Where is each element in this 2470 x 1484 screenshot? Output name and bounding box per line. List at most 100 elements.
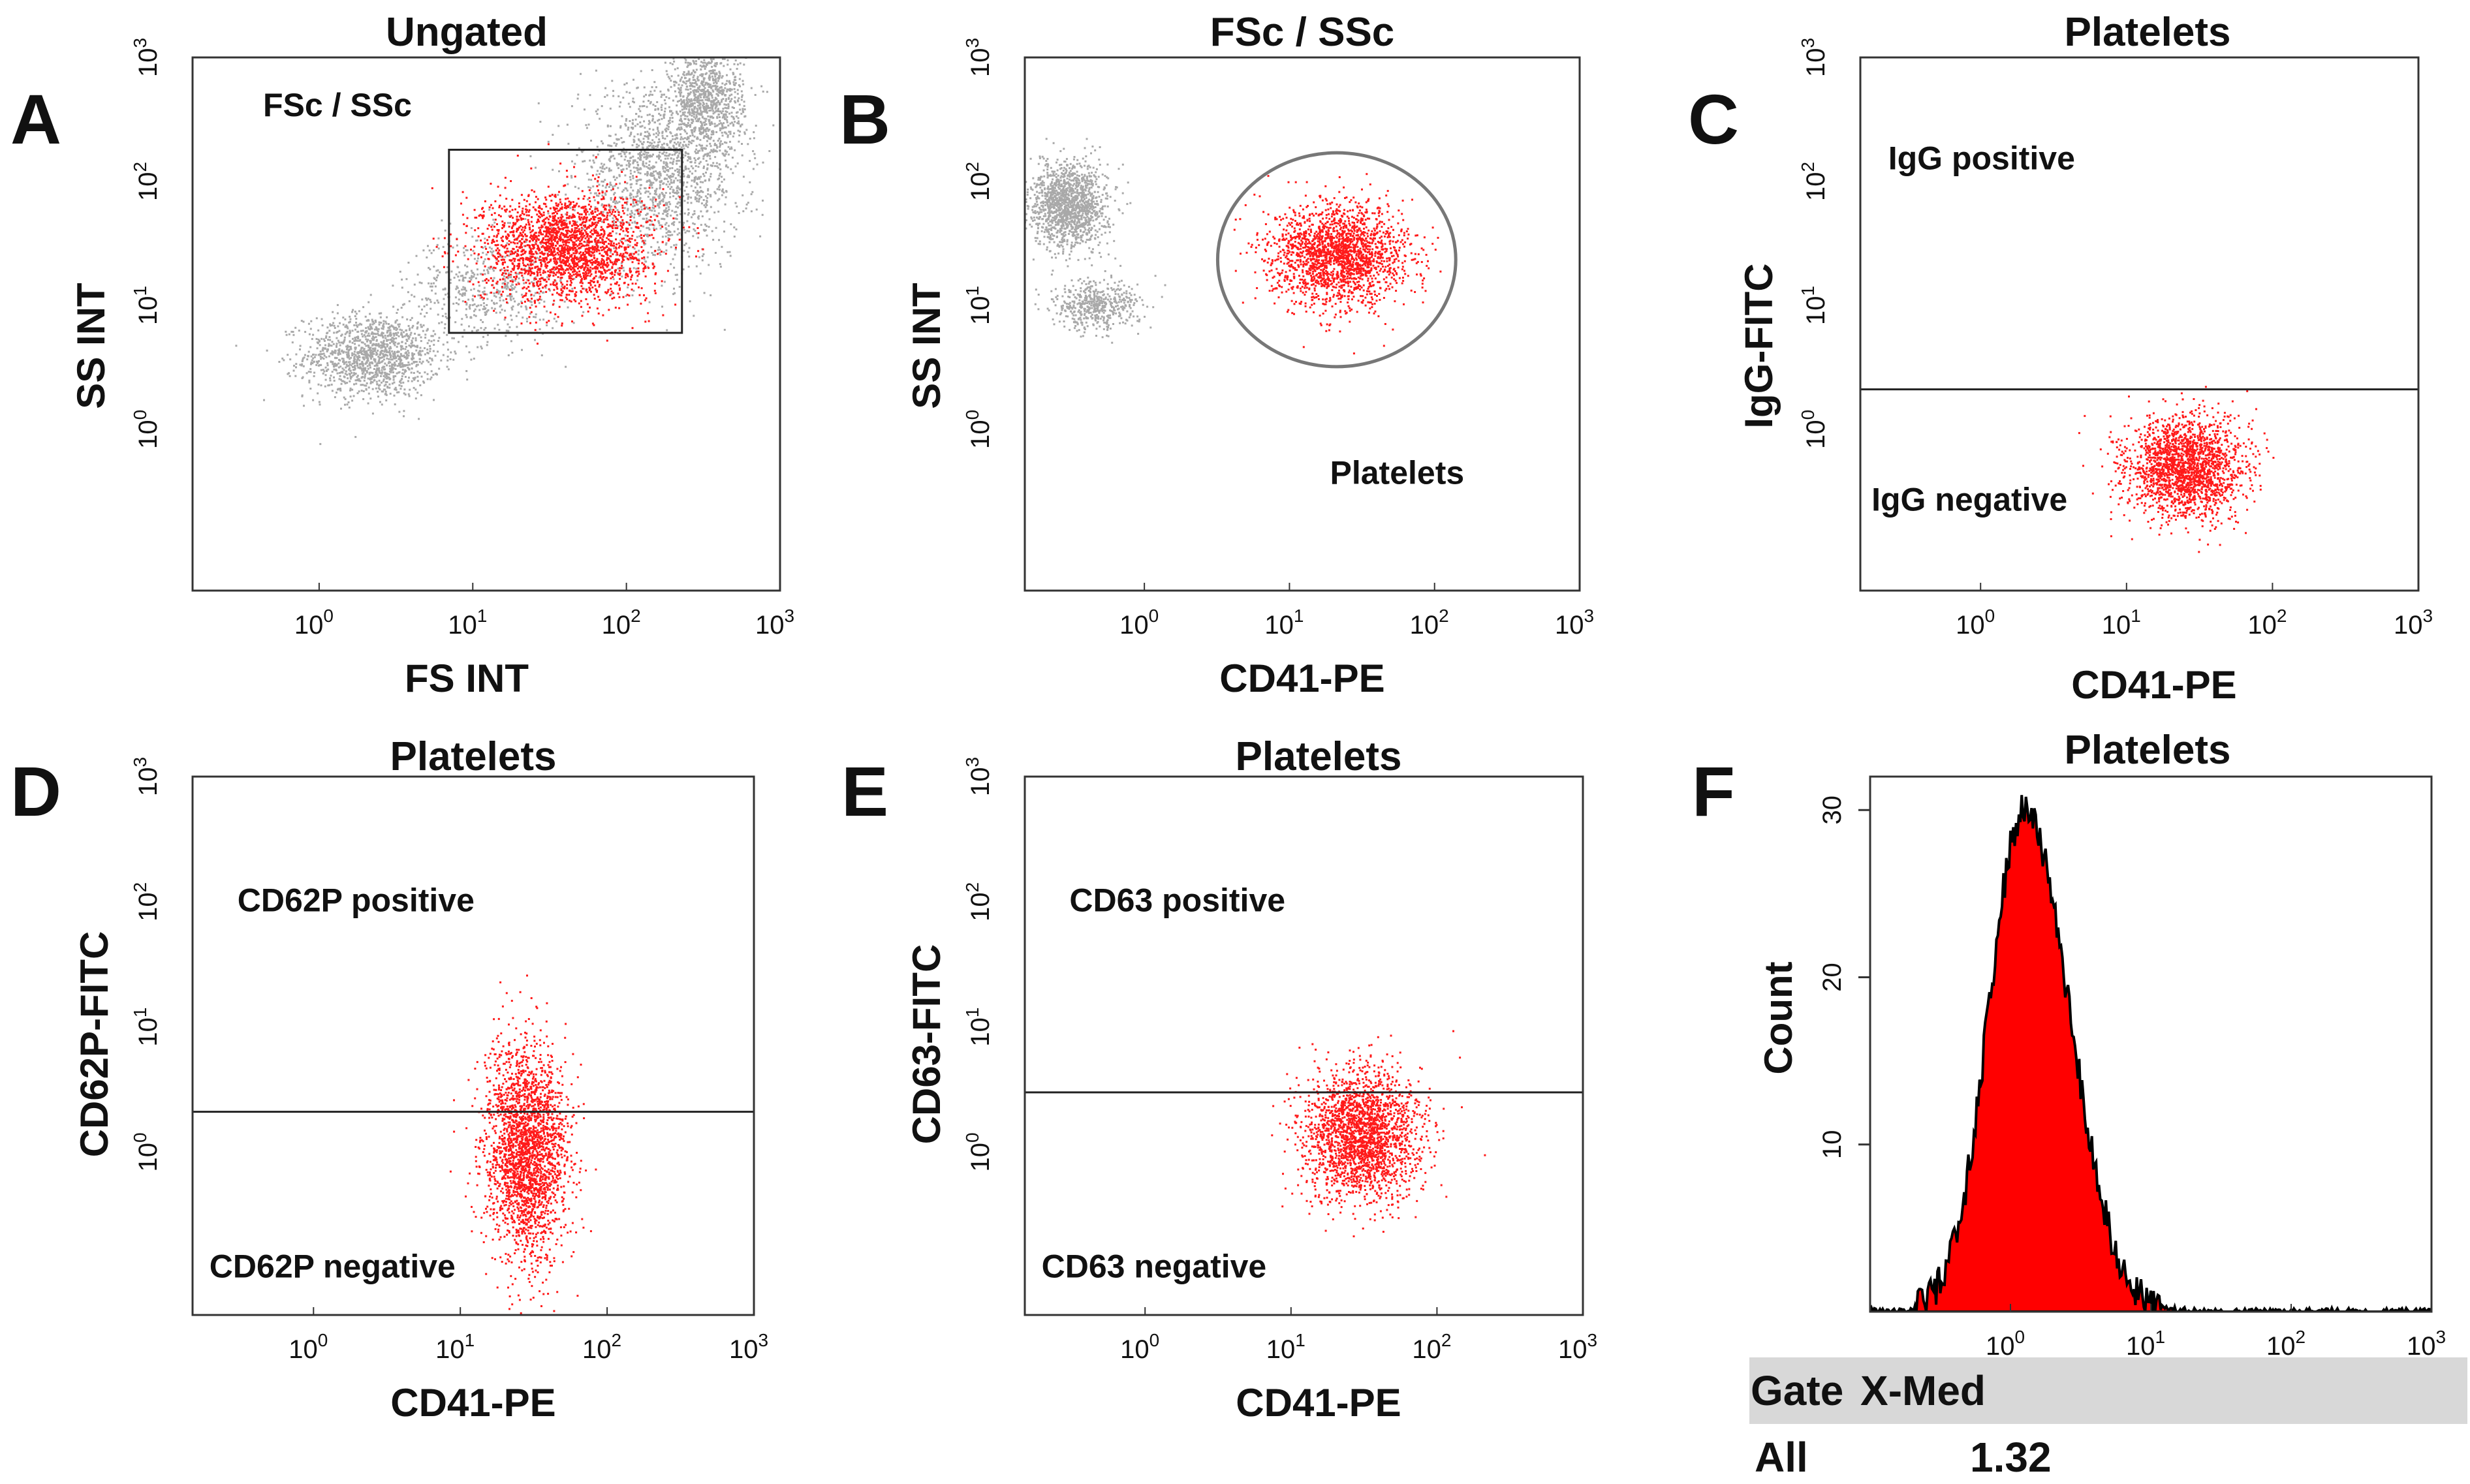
event-point	[575, 252, 578, 255]
event-point	[654, 105, 657, 107]
event-point	[691, 104, 694, 106]
event-point	[359, 349, 362, 352]
event-point	[719, 184, 721, 187]
event-point	[384, 334, 386, 337]
event-point	[679, 150, 681, 153]
event-point	[633, 253, 635, 255]
event-point	[706, 112, 708, 114]
event-point	[345, 370, 347, 373]
event-point	[644, 187, 646, 189]
event-point	[584, 266, 587, 268]
event-point	[717, 109, 719, 112]
event-point	[589, 94, 591, 97]
event-point	[493, 277, 495, 279]
event-point	[695, 120, 698, 123]
event-point	[442, 288, 445, 291]
event-point	[585, 124, 587, 127]
event-point	[691, 132, 694, 134]
event-point	[708, 99, 710, 101]
event-point	[362, 349, 365, 352]
event-point	[715, 125, 718, 127]
event-point	[655, 179, 657, 182]
event-point	[510, 318, 513, 321]
event-point	[430, 285, 431, 288]
event-point	[379, 388, 381, 391]
event-point	[681, 112, 684, 114]
event-point	[486, 304, 488, 306]
event-point	[595, 243, 598, 246]
event-point	[708, 178, 710, 181]
event-point	[572, 322, 575, 324]
event-point	[409, 318, 412, 321]
event-point	[722, 98, 725, 100]
event-point	[332, 351, 335, 354]
event-point	[381, 367, 384, 369]
event-point	[378, 367, 381, 369]
event-point	[430, 340, 433, 343]
event-point	[449, 282, 452, 285]
event-point	[631, 274, 633, 277]
event-point	[672, 258, 674, 260]
event-point	[698, 88, 700, 91]
event-point	[705, 72, 708, 74]
event-point	[705, 123, 708, 125]
event-point	[676, 134, 678, 136]
event-point	[462, 279, 465, 282]
event-point	[370, 378, 373, 380]
event-point	[362, 364, 364, 367]
event-point	[712, 100, 714, 103]
event-point	[339, 322, 341, 324]
event-point	[386, 345, 388, 348]
event-point	[614, 202, 617, 205]
event-point	[386, 339, 388, 341]
event-point	[702, 181, 704, 183]
event-point	[358, 390, 360, 393]
event-point	[495, 296, 497, 298]
event-point	[400, 332, 403, 334]
event-point	[687, 93, 689, 95]
event-point	[714, 102, 717, 105]
event-point	[695, 111, 697, 114]
event-point	[361, 360, 364, 363]
event-point	[739, 131, 742, 133]
event-point	[576, 221, 578, 223]
event-point	[636, 123, 639, 125]
event-point	[730, 50, 732, 52]
event-point	[657, 128, 659, 131]
event-point	[667, 206, 670, 208]
event-point	[411, 352, 414, 354]
event-point	[725, 114, 727, 116]
event-point	[422, 324, 425, 327]
event-point	[480, 345, 482, 348]
event-point	[486, 269, 489, 271]
event-point	[399, 365, 402, 368]
event-point	[659, 174, 662, 177]
event-point	[354, 338, 356, 341]
event-point	[602, 259, 604, 262]
event-point	[395, 329, 398, 332]
event-point	[540, 243, 542, 245]
event-point	[524, 218, 527, 221]
event-point	[688, 78, 691, 80]
event-point	[345, 345, 348, 348]
event-point	[380, 356, 383, 359]
event-point	[673, 266, 676, 269]
event-point	[535, 292, 537, 294]
event-point	[409, 333, 412, 336]
event-point	[738, 103, 741, 106]
event-point	[616, 162, 618, 164]
event-point	[709, 157, 711, 160]
event-point	[716, 52, 718, 54]
event-point	[424, 333, 427, 336]
event-point	[357, 366, 360, 369]
event-point	[671, 112, 674, 114]
event-point	[426, 256, 428, 258]
event-point	[708, 70, 711, 72]
event-point	[499, 304, 502, 307]
event-point	[668, 183, 671, 185]
event-point	[354, 311, 356, 313]
event-point	[398, 350, 400, 353]
event-point	[467, 258, 469, 260]
event-point	[682, 184, 685, 187]
event-point	[380, 341, 383, 343]
